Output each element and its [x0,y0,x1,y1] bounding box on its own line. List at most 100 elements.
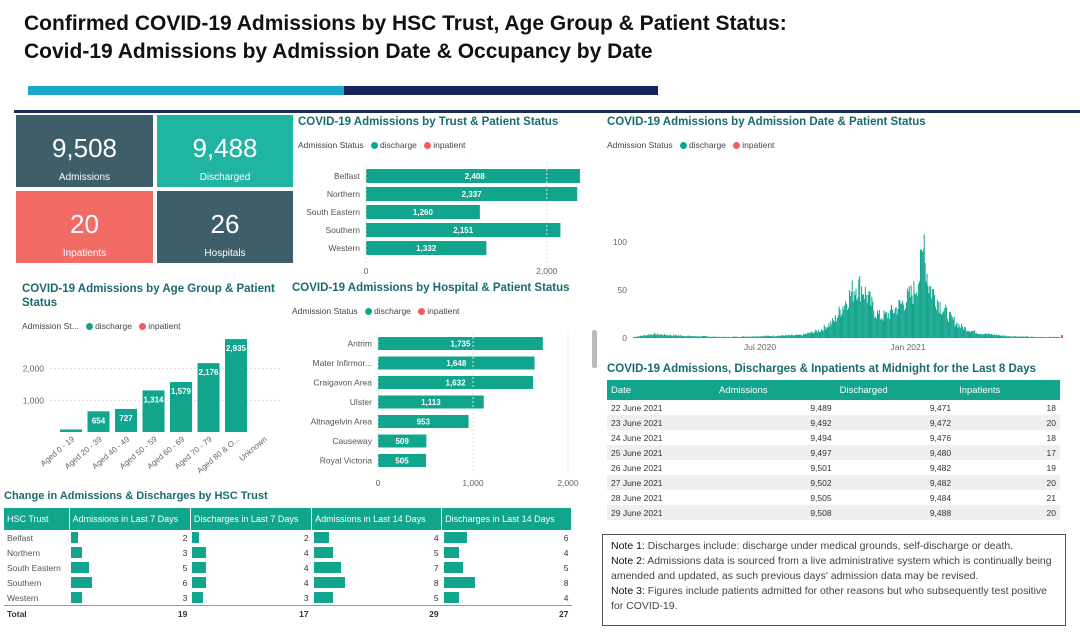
bar [673,334,675,338]
table-row[interactable]: Northern 3 4 5 4 [4,545,572,560]
bar [1053,337,1055,338]
bar [645,335,647,338]
table-row[interactable]: 23 June 2021 9,492 9,472 20 [607,415,1060,430]
bar [849,295,851,338]
bar [796,334,798,338]
bar [678,335,680,338]
kpi-discharged[interactable]: 9,488 Discharged [157,115,293,187]
bar [942,311,944,338]
bar [782,335,784,338]
occupancy-col-discharged[interactable]: Discharged [835,380,956,400]
bar [675,334,677,338]
bar [649,334,651,338]
change-col-dis14[interactable]: Discharges in Last 14 Days [441,508,572,530]
table-row[interactable]: 27 June 2021 9,502 9,482 20 [607,475,1060,490]
bar [688,335,690,338]
bar [639,335,641,338]
legend-inpatient[interactable]: inpatient [433,140,466,150]
legend-discharge[interactable]: discharge [374,306,411,316]
bar [776,336,778,338]
bar [686,336,688,338]
bar [998,334,1000,338]
bar [997,335,999,338]
bar [748,336,750,338]
change-col-adm14[interactable]: Admissions in Last 14 Days [311,508,443,530]
table-row[interactable]: 26 June 2021 9,501 9,482 19 [607,460,1060,475]
bar [792,335,794,338]
cell-value: 3 [182,547,188,558]
table-row[interactable]: Belfast 2 2 4 6 [4,530,572,545]
bar [142,390,165,432]
table-row[interactable]: Southern 6 4 8 8 [4,575,572,590]
bar [988,333,990,338]
inpatient-dot-icon [139,323,147,331]
data-bar [71,532,79,543]
table-cell: 8 [442,575,572,590]
bar [996,335,998,338]
bar [823,324,825,338]
bar [717,337,719,338]
x-tick-label: 2,000 [557,478,579,488]
kpi-admissions[interactable]: 9,508 Admissions [16,115,153,187]
bar [897,308,899,338]
bar [903,304,905,338]
table-row[interactable]: South Eastern 5 4 7 5 [4,560,572,575]
occupancy-col-inpatients[interactable]: Inpatients [955,380,1060,400]
bar [991,334,993,338]
bar [846,304,848,338]
bar [737,337,739,338]
note-3-text: Figures include patients admitted for ot… [611,585,1048,612]
bar [753,336,755,338]
table-cell: 9,471 [929,402,952,413]
bar [978,334,980,338]
bar [793,335,795,338]
table-row[interactable]: 22 June 2021 9,489 9,471 18 [607,400,1060,415]
bar [658,335,660,338]
change-col-adm7[interactable]: Admissions in Last 7 Days [69,508,191,530]
bar [794,334,796,338]
bar [891,309,893,338]
occupancy-col-date[interactable]: Date [607,380,715,400]
bar [858,279,860,338]
bar [668,335,670,338]
bar [819,331,821,338]
table-row[interactable]: Western 3 3 5 4 [4,590,572,606]
bar [654,333,656,338]
legend-discharge[interactable]: discharge [380,140,417,150]
table-row[interactable]: 29 June 2021 9,508 9,488 20 [607,505,1060,520]
bar [917,296,919,338]
legend-inpatient[interactable]: inpatient [742,140,775,150]
bar [1035,336,1037,338]
table-row[interactable]: 25 June 2021 9,497 9,480 17 [607,445,1060,460]
table-cell: Total [4,605,70,621]
bar [915,294,917,338]
bar [928,293,930,338]
table-row[interactable]: 24 June 2021 9,494 9,476 18 [607,430,1060,445]
bar [644,335,646,338]
note-2-text: Admissions data is sourced from a live a… [611,555,1052,582]
change-col-trust[interactable]: HSC Trust [4,508,70,530]
total-row[interactable]: Total 19 17 29 27 [4,605,572,621]
bar [905,302,907,338]
bar [833,320,835,338]
bar [636,336,638,338]
legend-discharge[interactable]: discharge [689,140,726,150]
bar [671,335,673,338]
data-label: 953 [417,418,431,427]
data-label: 654 [92,416,106,425]
scrollbar-handle[interactable] [592,330,597,368]
category-label: Ulster [350,397,372,407]
kpi-inpatients[interactable]: 20 Inpatients [16,191,153,263]
kpi-hospitals[interactable]: 26 Hospitals [157,191,293,263]
legend-inpatient[interactable]: inpatient [148,321,181,331]
change-col-dis7[interactable]: Discharges in Last 7 Days [190,508,313,530]
bar [366,169,580,183]
bar [1009,336,1011,338]
legend-inpatient[interactable]: inpatient [427,306,460,316]
legend-discharge[interactable]: discharge [95,321,132,331]
occupancy-col-admissions[interactable]: Admissions [715,380,836,400]
bar [818,330,820,338]
bar [762,336,763,338]
bar [638,336,640,338]
table-row[interactable]: 28 June 2021 9,505 9,484 21 [607,490,1060,505]
